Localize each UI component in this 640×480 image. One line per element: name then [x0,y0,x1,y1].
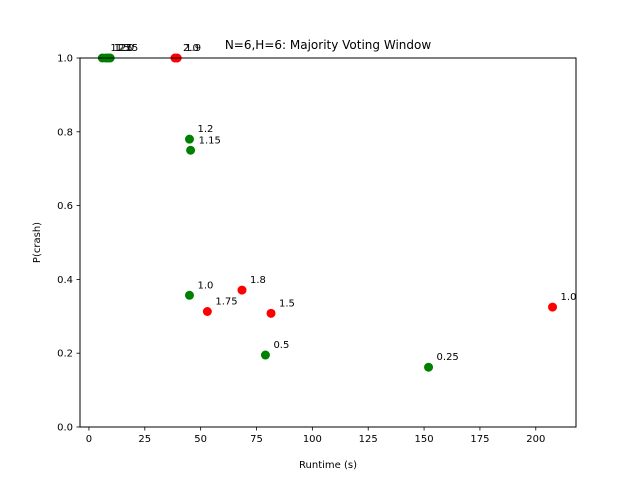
point-label: 1.8 [250,275,266,286]
point-label: 2.0 [183,43,199,54]
point-label: 1.5 [114,43,130,54]
x-tick-label: 75 [250,434,263,445]
x-axis-label: Runtime (s) [299,460,357,471]
x-tick-label: 200 [526,434,545,445]
scatter-point [424,362,434,372]
x-tick-label: 50 [194,434,207,445]
point-label: 1.0 [561,292,577,303]
scatter-point [237,285,247,295]
y-axis-ticks: 0.0 0.2 0.4 0.6 0.8 1.0 [57,54,80,434]
y-tick-label: 0.8 [57,127,73,138]
y-tick-label: 0.4 [57,275,73,286]
scatter-point [202,307,212,317]
plot-frame [79,57,577,428]
point-label: 2.0 [118,43,134,54]
scatter-point [186,145,196,155]
y-tick-label: 0.0 [57,423,73,434]
chart-title: N=6,H=6: Majority Voting Window [225,38,432,52]
scatter-point [184,290,194,300]
point-label: 1.75 [116,43,138,54]
x-tick-label: 25 [138,434,151,445]
y-tick-label: 0.2 [57,349,73,360]
x-axis-ticks: 0 25 50 75 100 125 150 175 200 [86,427,545,445]
y-axis-label: P(crash) [32,222,43,263]
y-tick-label: 0.6 [57,201,73,212]
y-tick-label: 1.0 [57,54,73,65]
x-tick-label: 175 [470,434,489,445]
scatter-point [184,134,194,144]
point-label: 1.5 [279,298,295,309]
point-label: 1.2 [197,124,213,135]
point-label: 1.9 [185,43,201,54]
x-tick-label: 100 [303,434,322,445]
point-label: 1.75 [215,297,237,308]
scatter-point [266,308,276,318]
point-label: 1.15 [199,135,221,146]
scatter-point [260,350,270,360]
x-tick-label: 150 [415,434,434,445]
point-label: 0.5 [273,340,289,351]
scatter-point [548,302,558,312]
x-tick-label: 125 [359,434,378,445]
point-label: 1.25 [110,43,132,54]
point-labels-layer: 1.251.51.752.0 2.01.91.21.151.01.751.80.5… [110,43,576,363]
point-label: 0.25 [437,352,459,363]
point-label: 1.0 [197,280,213,291]
x-tick-label: 0 [86,434,92,445]
